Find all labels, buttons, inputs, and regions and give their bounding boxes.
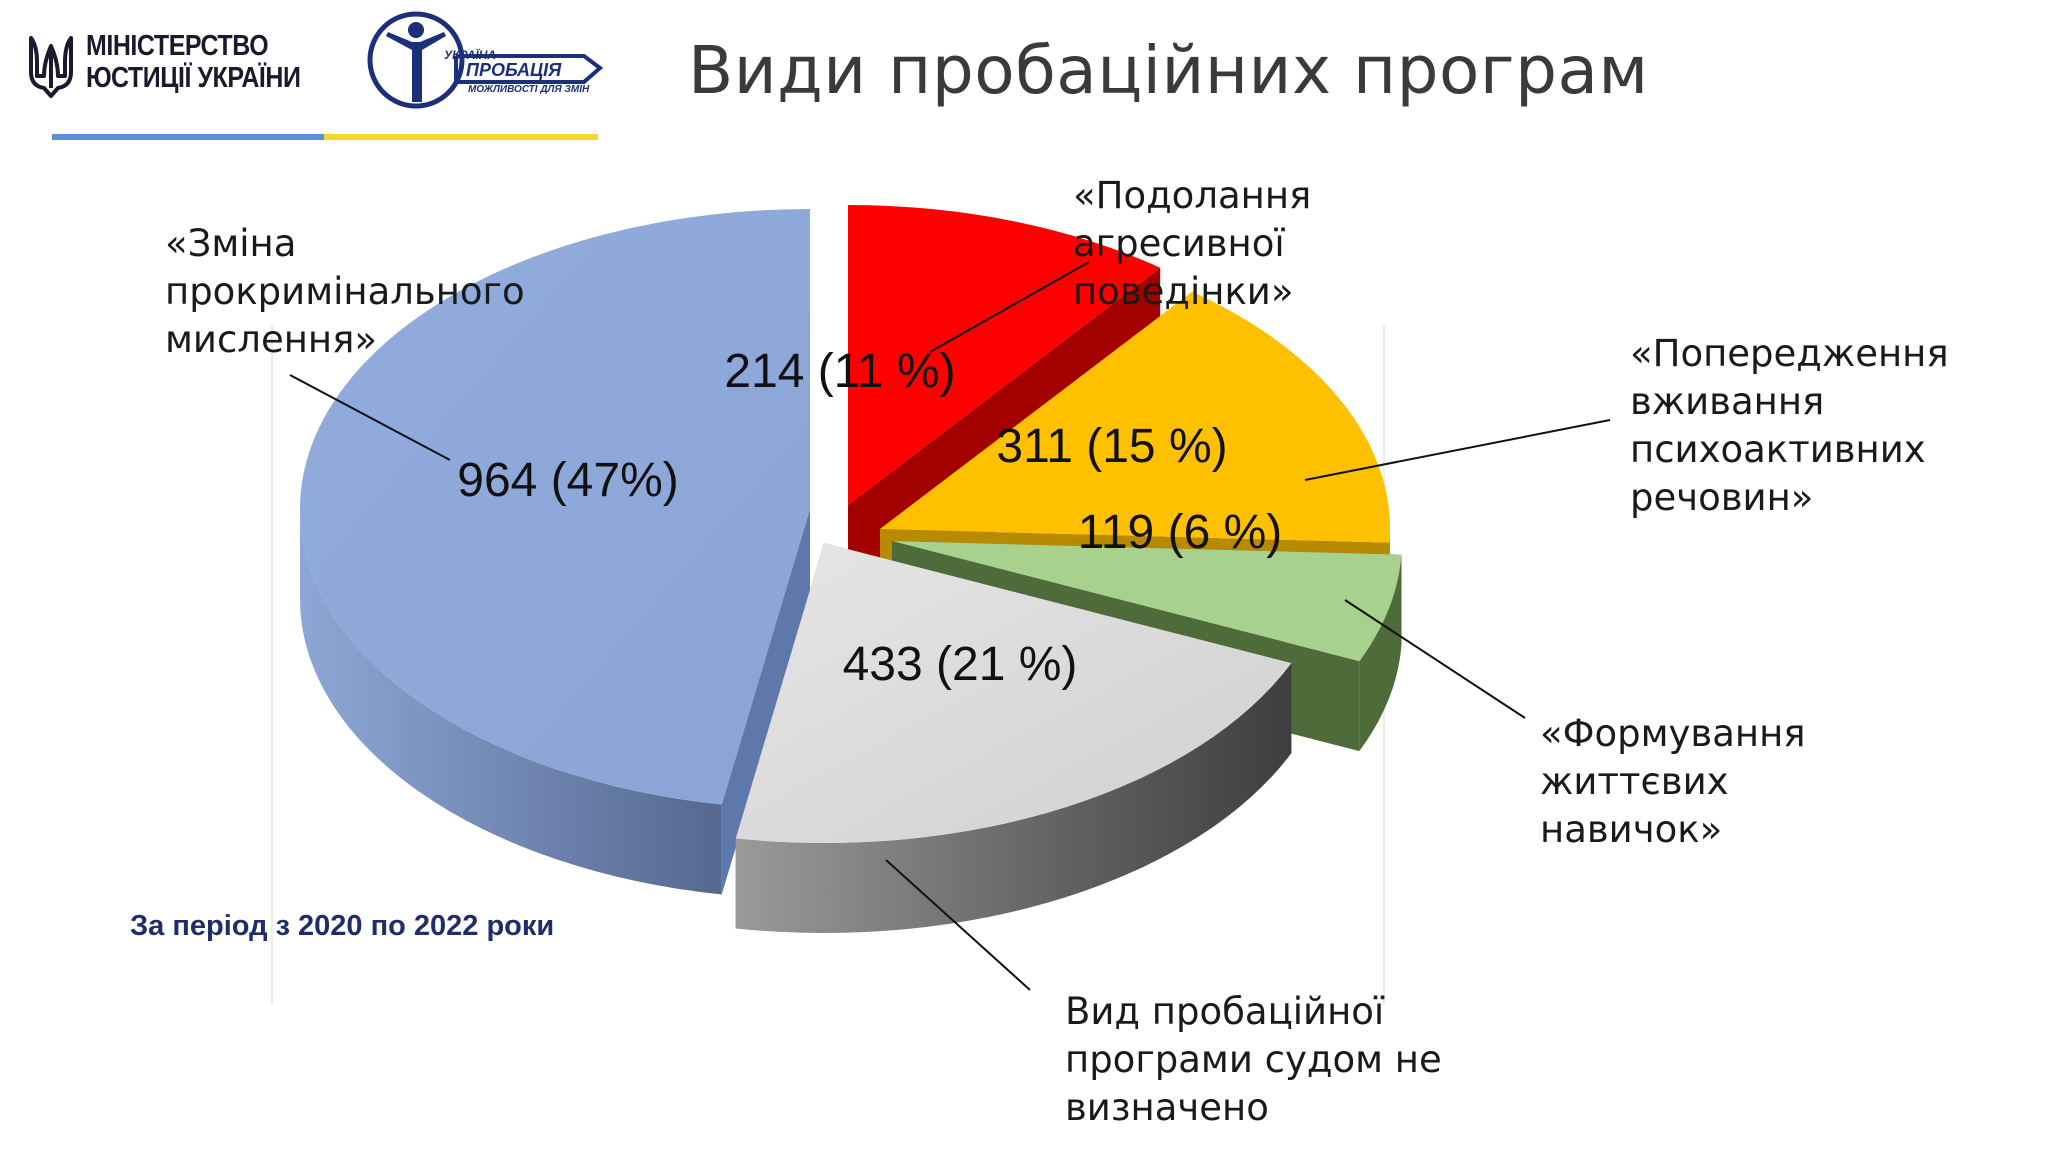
- category-label-line: мислення»: [165, 318, 377, 361]
- pie-slice-side-procriminal: [300, 509, 722, 895]
- leader-line-life_skills: [1344, 599, 1526, 719]
- category-label-line: «Формування: [1540, 712, 1806, 755]
- period-note: За період з 2020 по 2022 роки: [130, 910, 555, 942]
- category-label-life_skills: «Формування життєвих навичок»: [1540, 710, 1806, 854]
- category-label-line: Вид пробаційної: [1065, 990, 1385, 1033]
- pie-slice-side-not_defined: [735, 663, 1292, 933]
- value-label-procriminal: 964 (47%): [457, 454, 678, 507]
- pie-slice-aggression: [848, 205, 1161, 505]
- category-label-line: психоактивних: [1630, 428, 1926, 471]
- value-label-not_defined: 433 (21 %): [843, 638, 1078, 691]
- value-label-life_skills: 119 (6 %): [1078, 506, 1283, 559]
- value-label-substances: 311 (15 %): [996, 420, 1227, 473]
- leader-line-not_defined: [885, 859, 1031, 991]
- category-label-procriminal: «Зміна прокримінального мислення»: [165, 220, 525, 364]
- category-label-line: вживання: [1630, 380, 1825, 423]
- category-label-line: визначено: [1065, 1086, 1269, 1129]
- category-label-line: програми судом не: [1065, 1038, 1442, 1081]
- category-label-line: життєвих: [1540, 760, 1729, 803]
- ministry-name: МІНІСТЕРСТВО ЮСТИЦІЇ УКРАЇНИ: [86, 30, 344, 94]
- category-label-line: «Подолання: [1073, 174, 1312, 217]
- value-label-aggression: 214 (11 %): [724, 345, 955, 398]
- leader-line-aggression: [929, 261, 1090, 353]
- probation-slogan: МОЖЛИВОСТІ ДЛЯ ЗМІН: [468, 84, 590, 95]
- category-label-not_defined: Вид пробаційної програми судом не визначен…: [1065, 988, 1442, 1132]
- category-label-line: «Зміна: [165, 222, 297, 265]
- page-title: Види пробаційних програм: [688, 32, 1649, 109]
- leader-line-procriminal: [289, 374, 451, 461]
- pie-slice-not_defined: [735, 543, 1292, 843]
- pie-slice-procriminal: [300, 209, 810, 805]
- pie-slice-cut-procriminal: [721, 509, 810, 895]
- pie-slice-side-life_skills: [1359, 554, 1402, 752]
- category-label-line: «Попередження: [1630, 332, 1949, 375]
- trident-icon: [29, 36, 73, 98]
- ministry-name-line2: ЮСТИЦІЇ УКРАЇНИ: [86, 62, 301, 94]
- probation-country: УКРАЇНА: [444, 48, 497, 62]
- category-label-substances: «Попередження вживання психоактивних речови…: [1630, 330, 1949, 522]
- pie-slice-substances: [880, 291, 1391, 543]
- category-label-line: прокримінального: [165, 270, 525, 313]
- probation-name: ПРОБАЦІЯ: [466, 60, 562, 80]
- category-label-line: навичок»: [1540, 808, 1723, 851]
- category-label-aggression: «Подолання агресивної поведінки»: [1073, 172, 1311, 316]
- ministry-logo: МІНІСТЕРСТВО ЮСТИЦІЇ УКРАЇНИ: [28, 30, 348, 120]
- flag-stripe-blue: [52, 134, 324, 140]
- pie-slice-life_skills: [892, 541, 1402, 662]
- probation-logo: УКРАЇНА ПРОБАЦІЯ МОЖЛИВОСТІ ДЛЯ ЗМІН: [364, 8, 608, 112]
- ministry-name-line1: МІНІСТЕРСТВО: [86, 30, 269, 62]
- leader-line-substances: [1304, 419, 1611, 481]
- category-label-line: поведінки»: [1073, 270, 1294, 313]
- flag-stripe-yellow: [324, 134, 598, 140]
- category-label-line: агресивної: [1073, 222, 1285, 265]
- category-label-line: речовин»: [1630, 476, 1814, 519]
- probation-key-icon: [367, 11, 604, 109]
